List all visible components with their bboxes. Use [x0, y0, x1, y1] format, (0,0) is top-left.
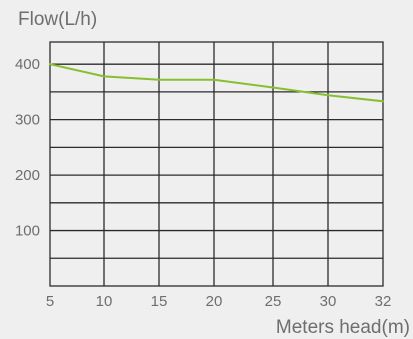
y-tick-label: 400: [15, 56, 40, 73]
data-point: [158, 78, 160, 81]
series-line: [49, 63, 384, 103]
x-tick-label: 30: [320, 293, 337, 310]
x-axis-label: Meters head(m): [276, 317, 410, 338]
y-tick-label: 300: [15, 112, 40, 129]
grid-layer: [49, 41, 384, 287]
y-tick-label: 100: [15, 223, 40, 240]
data-point: [103, 75, 105, 78]
tick-layer: 5 10 15 20 25 30 32 100 200 300 400: [15, 56, 391, 310]
y-axis-label: Flow(L/h): [18, 9, 97, 30]
x-tick-label: 25: [265, 293, 282, 310]
data-point: [382, 100, 384, 103]
x-tick-label: 15: [151, 293, 168, 310]
data-point: [49, 63, 51, 66]
x-tick-label: 32: [375, 293, 392, 310]
plot-frame: [49, 41, 384, 287]
x-tick-label: 20: [206, 293, 223, 310]
data-point: [272, 86, 274, 89]
y-tick-label: 200: [15, 167, 40, 184]
data-point: [327, 94, 329, 97]
series-layer: [49, 63, 384, 103]
data-point: [213, 78, 215, 81]
x-tick-label: 5: [46, 293, 54, 310]
x-tick-label: 10: [96, 293, 113, 310]
